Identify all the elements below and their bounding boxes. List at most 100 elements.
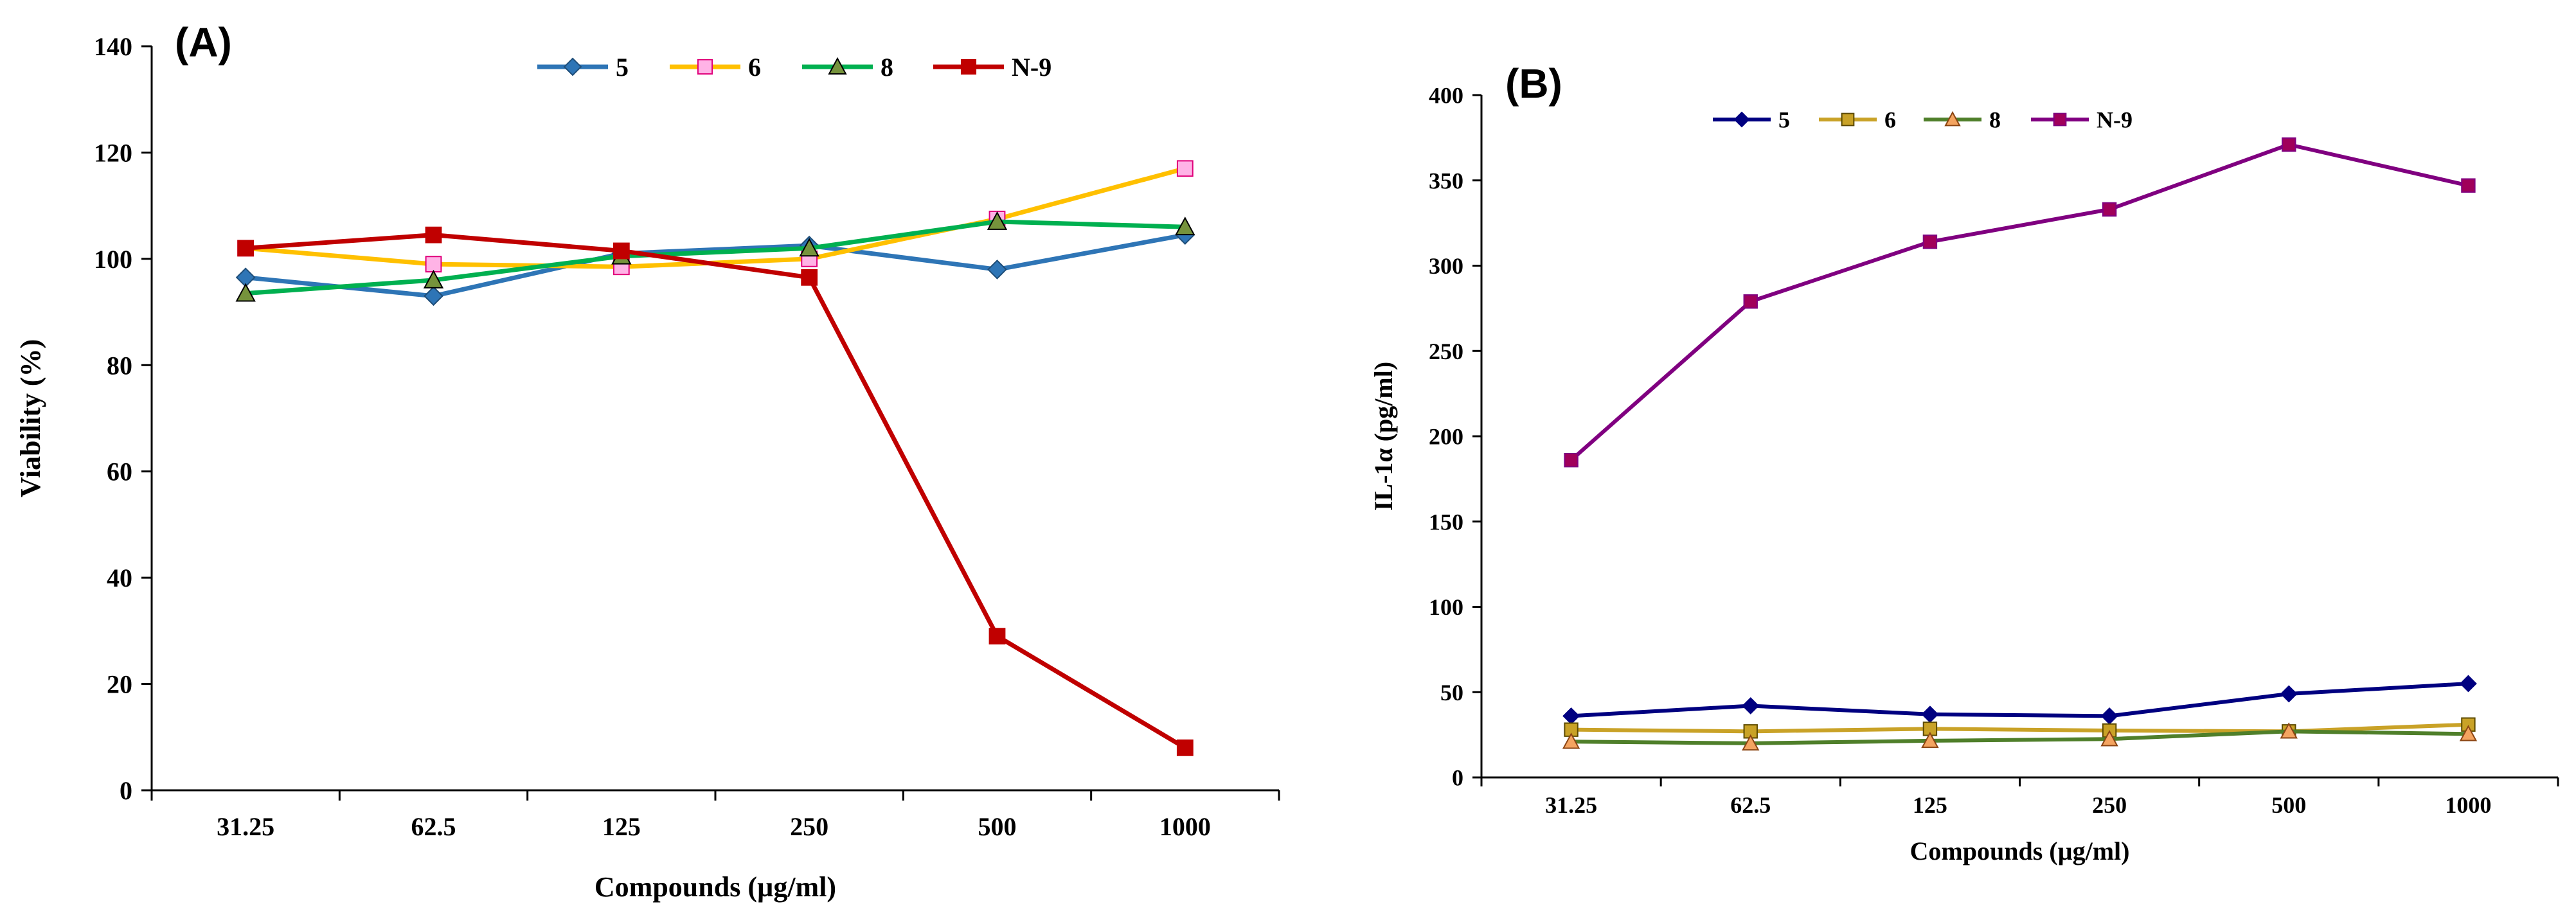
y-tick-label: 40: [107, 563, 132, 592]
data-point: [1175, 217, 1195, 236]
series-5: [1562, 675, 2477, 725]
y-axis-title: Viability (%): [15, 339, 46, 497]
chart-panel-b: 0 50 100 150 200 250 300 350 400 31.25 62.5 125 250 5…: [1369, 60, 2559, 865]
legend-label: 5: [1778, 107, 1790, 133]
legend-item: 6: [1819, 107, 1896, 133]
y-tick-label: 50: [1440, 680, 1463, 705]
data-point: [425, 256, 442, 273]
y-tick-label: 120: [94, 138, 132, 167]
x-tick-label: 1000: [2445, 792, 2491, 818]
x-axis-title: Compounds (µg/ml): [595, 871, 836, 903]
x-tick-label: 125: [602, 812, 641, 841]
y-tick-label: 0: [1452, 765, 1463, 791]
legend-marker: [563, 57, 582, 76]
y-tick-label: 150: [1429, 509, 1463, 535]
legend-item: 5: [537, 53, 629, 82]
data-point: [988, 628, 1006, 645]
data-point: [613, 242, 630, 260]
data-point: [237, 240, 255, 257]
data-point: [2460, 675, 2477, 693]
data-point: [1921, 731, 1939, 749]
legend-marker: [697, 58, 713, 75]
legend-label: 5: [616, 53, 629, 82]
x-tick-label: 31.25: [217, 812, 274, 841]
data-point: [2100, 730, 2118, 747]
series-8: [1562, 722, 2478, 751]
x-tick-label: 125: [1913, 792, 1947, 818]
legend-label: 8: [1989, 107, 2001, 133]
y-tick-label: 100: [94, 245, 132, 274]
legend-marker: [1733, 111, 1750, 128]
y-tick-label: 400: [1429, 83, 1463, 109]
panel-label: (B): [1505, 60, 1562, 107]
y-tick-label: 140: [94, 32, 132, 61]
data-point: [987, 259, 1007, 279]
legend-label: N-9: [1012, 53, 1051, 82]
panel-label: (A): [175, 19, 232, 66]
data-point: [2280, 722, 2298, 739]
data-point: [1742, 734, 1760, 751]
legend-item: N-9: [933, 53, 1051, 82]
data-point: [1562, 732, 1580, 749]
x-tick-label: 500: [2271, 792, 2306, 818]
chart-panel-a: 0 20 40 60 80 100 120 140 31.25 62.5 125 250 500 1000…: [15, 19, 1280, 903]
y-tick-label: 100: [1429, 594, 1463, 620]
x-tick-label: 62.5: [411, 812, 456, 841]
legend-item: 8: [802, 53, 893, 82]
x-tick-label: 250: [790, 812, 828, 841]
series-6: [1564, 717, 2476, 739]
data-point: [2461, 178, 2476, 193]
legend-label: N-9: [2097, 107, 2133, 133]
data-point: [1922, 235, 1938, 249]
series-line: [1571, 681, 2469, 718]
legend-item: 6: [670, 53, 761, 82]
data-point: [2100, 707, 2118, 725]
legend-item: 8: [1924, 107, 2001, 133]
y-tick-label: 0: [120, 776, 132, 805]
data-point: [799, 238, 819, 257]
data-point: [1742, 697, 1760, 714]
series-8: [235, 211, 1195, 302]
legend-marker: [1944, 111, 1961, 127]
y-tick-label: 200: [1429, 424, 1463, 450]
y-tick-label: 80: [107, 351, 132, 380]
series-6: [237, 160, 1194, 276]
y-tick-label: 250: [1429, 339, 1463, 364]
data-point: [423, 269, 444, 288]
data-point: [1176, 739, 1194, 756]
legend-marker: [1841, 112, 1855, 127]
legend-label: 8: [881, 53, 893, 82]
data-point: [1562, 707, 1580, 725]
data-point: [1921, 705, 1939, 723]
y-tick-label: 20: [107, 670, 132, 699]
x-tick-label: 500: [978, 812, 1017, 841]
data-point: [2459, 725, 2478, 741]
x-tick-label: 250: [2092, 792, 2127, 818]
y-tick-label: 60: [107, 457, 132, 486]
data-point: [425, 226, 442, 244]
legend-label: 6: [1884, 107, 1896, 133]
data-point: [801, 269, 818, 286]
y-tick-label: 300: [1429, 253, 1463, 279]
series-line: [1571, 729, 2469, 745]
series-line: [245, 233, 1186, 750]
x-tick-label: 31.25: [1545, 792, 1597, 818]
legend-item: 5: [1713, 107, 1790, 133]
data-point: [2282, 137, 2296, 152]
series-n-9: [237, 226, 1194, 756]
series-line: [1570, 142, 2469, 462]
data-point: [987, 211, 1008, 230]
y-tick-label: 350: [1429, 168, 1463, 193]
data-point: [2280, 685, 2298, 703]
legend-item: N-9: [2031, 107, 2133, 133]
data-point: [1743, 294, 1758, 309]
data-point: [1176, 160, 1194, 177]
series-line: [245, 233, 1186, 299]
legend-marker: [2053, 112, 2067, 127]
data-point: [424, 286, 443, 306]
data-point: [235, 283, 256, 302]
legend-marker: [960, 58, 977, 75]
series-line: [245, 219, 1185, 296]
